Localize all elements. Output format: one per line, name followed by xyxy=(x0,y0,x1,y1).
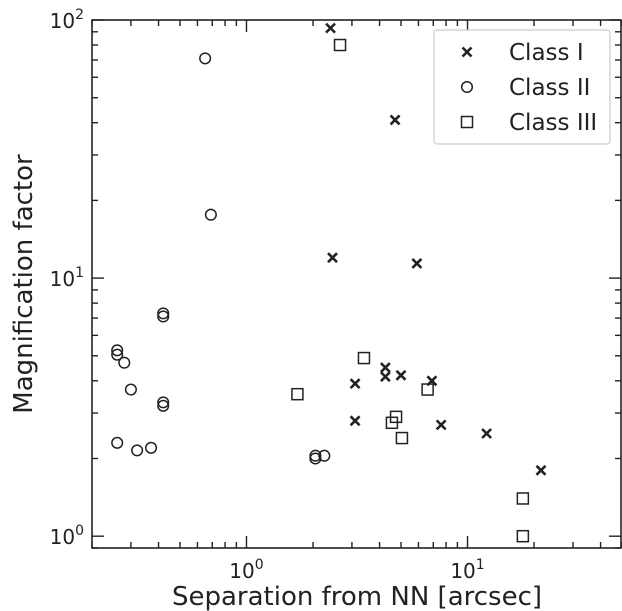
class-i-point xyxy=(325,22,336,34)
legend-item: Class III xyxy=(460,110,597,136)
class-ii-point xyxy=(111,436,124,449)
class-i-point xyxy=(349,378,361,390)
class-ii-point xyxy=(199,52,212,65)
y-tick-label: 100 xyxy=(50,523,84,549)
data-markers xyxy=(111,22,547,543)
class-ii-point xyxy=(111,344,124,357)
x-axis-label: Separation from NN [arcsec] xyxy=(172,582,542,611)
class-i-point xyxy=(379,362,391,374)
class-ii-point xyxy=(145,441,158,454)
class-ii-point xyxy=(309,449,322,462)
class-iii-point xyxy=(333,38,347,52)
class-i-point xyxy=(435,419,447,431)
y-tick-label: 101 xyxy=(50,265,84,291)
legend-item: Class II xyxy=(460,75,590,101)
class-i-legend-marker xyxy=(461,46,473,58)
legend-item: Class I xyxy=(461,40,584,66)
class-i-point xyxy=(389,114,401,126)
class-ii-legend-marker xyxy=(460,80,474,94)
class-ii-point xyxy=(157,399,170,412)
class-iii-point xyxy=(357,351,371,365)
legend-label: Class III xyxy=(509,110,597,136)
legend-label: Class II xyxy=(509,75,590,101)
class-iii-point xyxy=(516,492,530,505)
class-ii-point xyxy=(157,310,170,323)
class-i-point xyxy=(411,257,423,269)
class-iii-point xyxy=(395,431,409,445)
class-ii-point xyxy=(124,383,137,396)
class-ii-point xyxy=(157,307,170,320)
class-iii-point xyxy=(291,387,304,401)
legend-label: Class I xyxy=(509,40,584,66)
class-iii-point xyxy=(385,416,399,430)
class-ii-point xyxy=(157,396,170,409)
axis-ticks xyxy=(91,19,622,549)
legend-box xyxy=(433,29,611,145)
class-iii-legend-marker xyxy=(460,115,474,129)
class-i-point xyxy=(395,369,407,381)
class-ii-point xyxy=(204,208,217,221)
class-ii-point xyxy=(118,356,131,369)
x-tick-label: 100 xyxy=(229,557,263,583)
y-axis-label: Magnification factor xyxy=(9,154,39,414)
class-i-point xyxy=(535,464,547,476)
class-ii-point xyxy=(318,449,331,462)
x-tick-label: 101 xyxy=(450,557,484,583)
class-i-point xyxy=(327,252,338,264)
y-tick-label: 102 xyxy=(50,7,84,33)
legend: Class I Class II Class III xyxy=(433,29,611,145)
tick-labels: 100 101 100 101 102 xyxy=(50,7,485,583)
class-i-point xyxy=(481,428,493,439)
class-ii-point xyxy=(111,348,124,361)
class-ii-point xyxy=(131,444,144,457)
class-iii-point xyxy=(516,529,530,543)
class-i-point xyxy=(349,415,361,427)
class-i-point xyxy=(379,371,391,383)
class-iii-point xyxy=(421,383,434,396)
plot-frame xyxy=(91,19,622,549)
